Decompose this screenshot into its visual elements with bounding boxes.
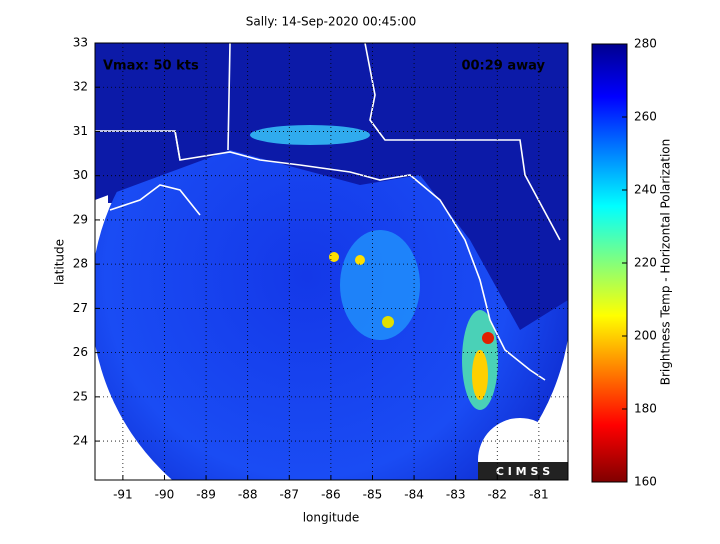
y-tick-label: 26 [73, 345, 88, 359]
colorbar-tick-label: 200 [634, 329, 657, 343]
x-tick-label: -87 [279, 488, 299, 502]
colorbar-label: Brightness Temp - Horizontal Polarizatio… [659, 139, 673, 386]
convection [482, 332, 494, 344]
y-tick-label: 32 [73, 80, 88, 94]
annotation: Vmax: 50 kts [103, 59, 199, 74]
x-tick-label: -91 [113, 488, 133, 502]
cimss-logo: C I M S S [478, 418, 568, 480]
colorbar-tick-label: 260 [634, 110, 657, 124]
x-tick-label: -88 [238, 488, 258, 502]
convection [472, 350, 488, 400]
colorbar-tick-label: 180 [634, 402, 657, 416]
image: C I M S S [95, 43, 568, 480]
logo-text: C I M S S [496, 465, 550, 478]
y-tick-label: 31 [73, 124, 88, 138]
convection [382, 316, 394, 328]
x-tick-label: -82 [487, 488, 507, 502]
y-tick-label: 24 [73, 434, 88, 448]
y-tick-label: 25 [73, 389, 88, 403]
x-tick-label: -81 [529, 488, 549, 502]
x-tick-label: -84 [404, 488, 424, 502]
colorbar-tick-label: 280 [634, 37, 657, 51]
y-tick-label: 30 [73, 168, 88, 182]
land [95, 43, 568, 330]
annotation: 00:29 away [461, 59, 545, 74]
x-tick-label: -85 [363, 488, 383, 502]
borders [109, 43, 561, 241]
colorbar [591, 43, 628, 483]
x-tick-label: -83 [446, 488, 466, 502]
y-axis-label: latitude [53, 239, 67, 285]
x-tick-label: -90 [155, 488, 175, 502]
x-axis-label: longitude [303, 511, 360, 525]
convection [340, 230, 420, 340]
x-tick-label: -86 [321, 488, 341, 502]
colorbar-tick-label: 160 [634, 475, 657, 489]
chart-title: Sally: 14-Sep-2020 00:45:00 [246, 15, 417, 29]
y-tick-label: 28 [73, 257, 88, 271]
colorbar-tick-label: 240 [634, 183, 657, 197]
x-tick-label: -89 [196, 488, 216, 502]
convection [250, 125, 370, 145]
y-tick-label: 29 [73, 212, 88, 226]
convection [355, 255, 365, 265]
y-tick-label: 27 [73, 301, 88, 315]
convection [329, 252, 339, 262]
colorbar-tick-label: 220 [634, 256, 657, 270]
y-tick-label: 33 [73, 36, 88, 50]
